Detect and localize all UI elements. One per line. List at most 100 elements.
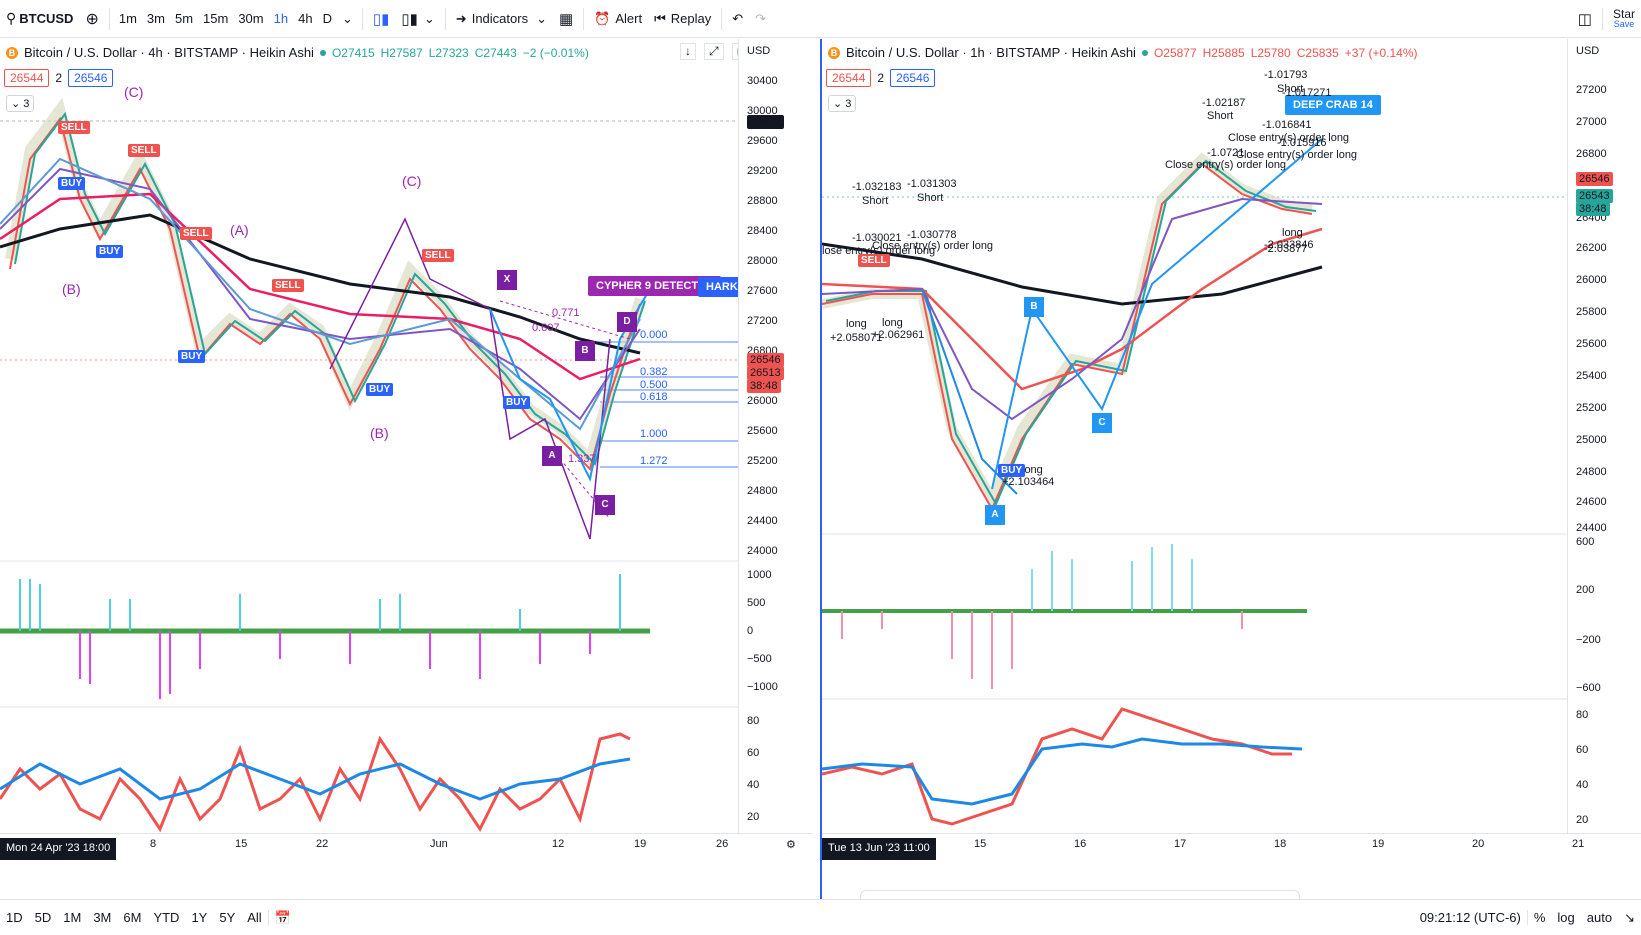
- right-chart-pane[interactable]: B Bitcoin / U.S. Dollar · 1h · BITSTAMP …: [820, 39, 1641, 899]
- left-time-axis[interactable]: Mon 24 Apr '23 18:00 8 15 22 Jun 12 19 2…: [0, 833, 812, 860]
- left-rsi-axis[interactable]: 80 60 40 20: [738, 707, 812, 833]
- range-1m[interactable]: 1M: [63, 910, 82, 925]
- ask-button[interactable]: 26546: [68, 69, 114, 87]
- corner-arrow-icon[interactable]: ↘: [1624, 909, 1635, 925]
- clock[interactable]: 09:21:12 (UTC-6): [1419, 910, 1521, 925]
- chip-count: 3: [845, 98, 852, 110]
- calendar-icon[interactable]: 📅: [267, 909, 297, 926]
- left-chart-title: Bitcoin / U.S. Dollar · 4h · BITSTAMP · …: [24, 45, 314, 60]
- chevron-down-icon[interactable]: ⌄: [341, 10, 353, 26]
- right-price-axis[interactable]: USD 27200 27000 26800 26400 26200 26000 …: [1567, 39, 1641, 534]
- tf-30m[interactable]: 30m: [238, 11, 264, 26]
- ohlc-high: H25885: [1202, 45, 1245, 60]
- undo-button[interactable]: ↶: [726, 0, 749, 38]
- tf-3m[interactable]: 3m: [146, 11, 165, 26]
- price-tick: 26200: [1576, 242, 1607, 254]
- symbol-search[interactable]: ⚲ BTCUSD: [0, 0, 79, 38]
- trade-annotation: long: [882, 317, 903, 329]
- osc-hist: [19, 574, 621, 699]
- range-ytd[interactable]: YTD: [153, 910, 180, 925]
- bars-up: [825, 159, 1317, 507]
- candles: [822, 152, 1317, 512]
- wave-label: (B): [62, 281, 81, 297]
- pattern-point-x: X: [497, 270, 517, 290]
- trade-annotation: Short: [1277, 83, 1304, 95]
- range-1y[interactable]: 1Y: [191, 910, 208, 925]
- panel-toggle-button[interactable]: ◫: [1572, 0, 1598, 38]
- ask-button[interactable]: 26546: [890, 69, 936, 87]
- range-1d[interactable]: 1D: [6, 910, 23, 925]
- time-tick: 21: [1572, 838, 1585, 850]
- tf-1m[interactable]: 1m: [118, 11, 137, 26]
- layout-name-button[interactable]: Star Save: [1607, 0, 1641, 38]
- bars-down: [9, 116, 641, 471]
- price-tick: 25600: [1576, 338, 1607, 350]
- replay-button[interactable]: ⏮ Replay: [648, 0, 717, 38]
- price-tag-2: 26543: [1576, 189, 1613, 203]
- indicator-count-chip[interactable]: ⌄ 3: [828, 95, 857, 112]
- auto-toggle[interactable]: auto: [1586, 910, 1613, 925]
- rsi-tick: 20: [747, 811, 760, 823]
- sell-signal: SELL: [272, 279, 304, 292]
- ohlc-change: +37 (+0.14%): [1344, 45, 1418, 60]
- chart-type-button[interactable]: ▯▮ ⌄: [395, 0, 440, 38]
- left-chart-pane[interactable]: B Bitcoin / U.S. Dollar · 4h · BITSTAMP …: [0, 39, 812, 899]
- bid-button[interactable]: 26544: [4, 69, 50, 87]
- price-tick: 25600: [747, 425, 778, 437]
- pattern-point-a: A: [985, 505, 1005, 525]
- right-rsi-axis[interactable]: 80 60 40 20: [1567, 699, 1641, 833]
- time-tick: 19: [1372, 838, 1385, 850]
- tf-15m[interactable]: 15m: [203, 11, 229, 26]
- redo-button[interactable]: ↷: [749, 0, 772, 38]
- status-dot: [1141, 49, 1148, 56]
- maximize-icon[interactable]: ⤢: [704, 43, 724, 60]
- price-tick: 29200: [747, 165, 778, 177]
- add-symbol-button[interactable]: ⊕: [79, 0, 104, 38]
- arrow-down-icon[interactable]: ↓: [680, 43, 696, 60]
- range-5y[interactable]: 5Y: [219, 910, 236, 925]
- range-3m[interactable]: 3M: [93, 910, 112, 925]
- price-tick: 24800: [747, 485, 778, 497]
- bid-button[interactable]: 26544: [826, 69, 872, 87]
- right-time-axis[interactable]: Tue 13 Jun '23 11:00 15 16 17 18 19 20 2…: [822, 833, 1641, 860]
- trade-annotation: long: [1022, 464, 1043, 476]
- trade-annotation: lose entry(s) order long: [822, 245, 936, 257]
- divider: [108, 7, 110, 30]
- price-tick: 29600: [747, 135, 778, 147]
- settings-icon[interactable]: ⚙: [786, 839, 796, 851]
- left-price-axis[interactable]: USD 30400 30000 29600 29200 28800 28400 …: [738, 39, 812, 561]
- price-tick: 30000: [747, 105, 778, 117]
- price-tick: 27000: [1576, 116, 1607, 128]
- buy-signal: BUY: [58, 177, 86, 190]
- range-6m[interactable]: 6M: [123, 910, 142, 925]
- pattern-zigzag: [329, 217, 611, 540]
- percent-toggle[interactable]: %: [1526, 910, 1552, 925]
- rsi-tick: 80: [747, 715, 760, 727]
- chevron-down-icon: ⌄: [833, 98, 843, 110]
- range-all[interactable]: All: [247, 910, 262, 925]
- tf-4h[interactable]: 4h: [298, 11, 313, 26]
- price-tick: 24400: [1576, 522, 1607, 534]
- left-osc-axis[interactable]: 1000 500 0 −500 −1000: [738, 561, 812, 707]
- bar-style-button[interactable]: ▯▮: [367, 0, 396, 38]
- log-toggle[interactable]: log: [1557, 910, 1575, 925]
- divider: [361, 7, 363, 30]
- tf-1h[interactable]: 1h: [273, 11, 289, 26]
- last-price-tag: 26546: [747, 353, 784, 367]
- trade-annotation: Close entry(s) order long: [1236, 149, 1358, 161]
- sell-signal: SELL: [180, 227, 212, 240]
- alert-button[interactable]: ⏰ Alert: [588, 0, 648, 38]
- right-osc-axis[interactable]: 600 200 −200 −600: [1567, 534, 1641, 699]
- buy-signal: BUY: [503, 396, 531, 409]
- time-tick: 19: [634, 838, 647, 850]
- buy-signal: BUY: [96, 245, 124, 258]
- layouts-button[interactable]: ▦: [553, 0, 579, 38]
- price-tick: 27200: [747, 315, 778, 327]
- alarm-clock-icon: ⏰: [594, 10, 611, 26]
- indicator-count-chip[interactable]: ⌄ 3: [6, 95, 35, 112]
- tf-5m[interactable]: 5m: [174, 11, 194, 26]
- tf-d[interactable]: D: [322, 11, 332, 26]
- range-5d[interactable]: 5D: [34, 910, 52, 925]
- rsi-tick: 40: [1576, 779, 1589, 791]
- indicators-button[interactable]: ➜ Indicators ⌄: [450, 0, 553, 38]
